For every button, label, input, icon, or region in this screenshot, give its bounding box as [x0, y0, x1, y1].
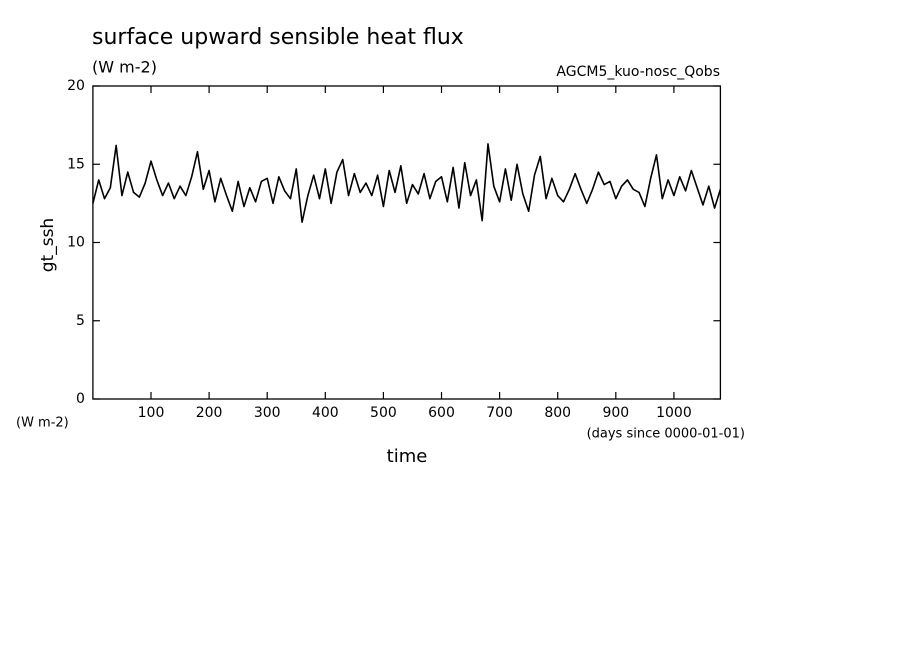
x-tick-label: 300	[254, 405, 281, 421]
y-axis-label: gt_ssh	[38, 218, 58, 272]
x-unit-label: (days since 0000-01-01)	[587, 427, 745, 442]
y-tick-label: 20	[67, 78, 85, 94]
subtitle: (W m-2)	[92, 58, 157, 77]
x-tick-label: 600	[428, 405, 455, 421]
y-tick-label: 0	[76, 391, 85, 407]
x-tick-label: 900	[602, 405, 629, 421]
x-tick-label: 1000	[656, 405, 692, 421]
x-tick-label: 700	[486, 405, 513, 421]
x-tick-label: 500	[370, 405, 397, 421]
experiment-label: AGCM5_kuo-nosc_Qobs	[556, 64, 720, 80]
x-tick-label: 100	[138, 405, 165, 421]
x-tick-label: 200	[196, 405, 223, 421]
data-line	[92, 143, 722, 223]
y-tick-label: 5	[76, 313, 85, 329]
y-unit-label: (W m-2)	[16, 416, 69, 431]
chart-title: surface upward sensible heat flux	[92, 25, 464, 50]
x-tick-label: 400	[312, 405, 339, 421]
y-tick-label: 15	[67, 156, 85, 172]
x-axis-label: time	[387, 446, 428, 467]
x-tick-label: 800	[544, 405, 571, 421]
y-tick-label: 10	[67, 235, 85, 251]
